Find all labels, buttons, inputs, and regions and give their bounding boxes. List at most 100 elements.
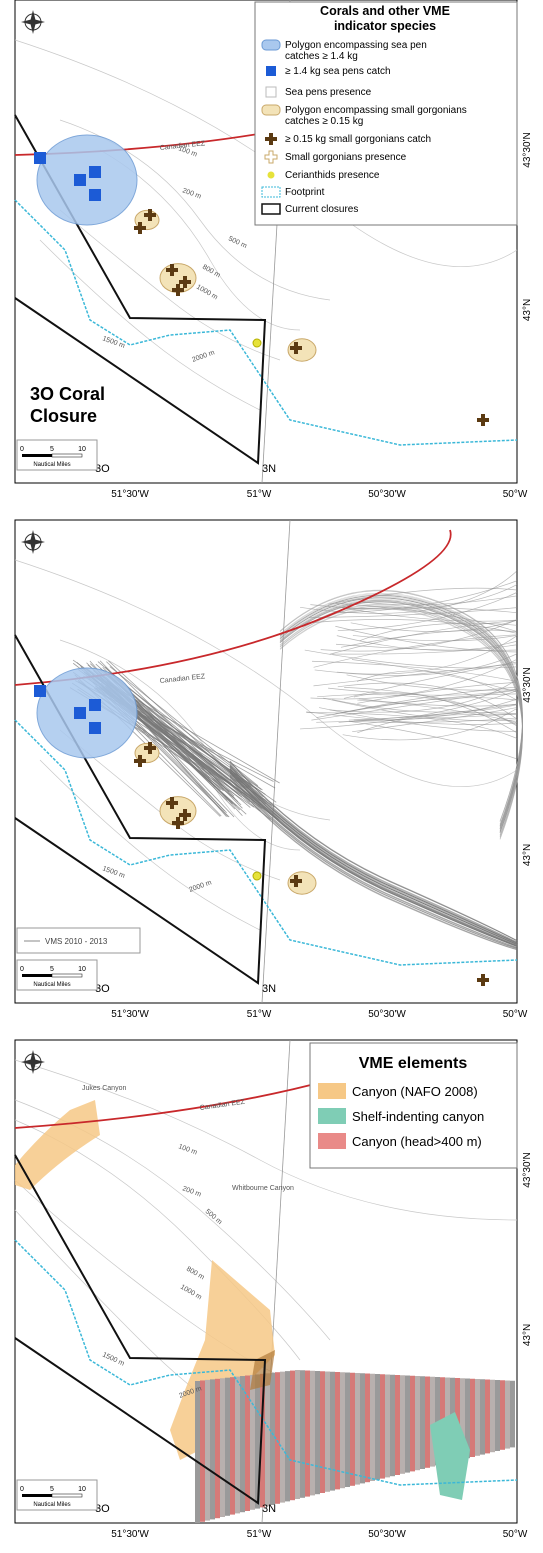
- legend-symbol: [261, 186, 281, 198]
- canyon-texture: [350, 1372, 355, 1486]
- canyon-texture: [485, 1379, 490, 1454]
- vms-track: [337, 682, 518, 720]
- legend-label: Footprint: [285, 187, 325, 198]
- canyon-texture: [390, 1374, 395, 1477]
- canyon-texture: [345, 1372, 350, 1487]
- canyon-texture: [210, 1379, 215, 1520]
- legend-swatch: [318, 1133, 346, 1149]
- canyon-texture: [405, 1375, 410, 1473]
- lon-label: 50°W: [503, 489, 528, 500]
- legend-label: Polygon encompassing small gorgonians: [285, 105, 467, 116]
- lon-label: 50°W: [503, 1009, 528, 1020]
- scale-unit: Nautical Miles: [33, 1502, 70, 1508]
- scale-tick: 5: [50, 1486, 54, 1493]
- scale-bar: [51, 453, 83, 458]
- canyon-texture: [460, 1378, 465, 1460]
- canyon-texture: [235, 1376, 240, 1514]
- canyon-texture: [275, 1372, 280, 1504]
- legend-symbol: [265, 133, 277, 145]
- canyon-texture: [225, 1377, 230, 1516]
- depth-contour: [59, 209, 281, 361]
- scale-tick: 0: [20, 1486, 24, 1493]
- map-label: 3N: [262, 1503, 276, 1515]
- gorgonian-catch: [172, 817, 184, 829]
- vms-track: [357, 699, 518, 723]
- gorgonian-catch: [290, 875, 302, 887]
- canyon-texture: [315, 1371, 320, 1495]
- scale-bar: [51, 973, 83, 978]
- lon-label: 51°W: [247, 1009, 272, 1020]
- sea-pen-catch: [89, 699, 101, 711]
- canyon-texture: [475, 1379, 480, 1456]
- sea-pen-catch: [74, 707, 86, 719]
- vms-track: [343, 661, 518, 699]
- vms-track: [338, 713, 518, 723]
- canyon-texture: [365, 1373, 370, 1483]
- canyon-texture: [285, 1371, 290, 1502]
- gorgonian-catch: [477, 414, 489, 426]
- vms-track: [329, 679, 518, 713]
- lon-label: 50°30'W: [368, 489, 406, 500]
- vms-track: [353, 692, 518, 734]
- canyon-texture: [220, 1378, 225, 1517]
- sea-pen-polygon: [36, 134, 138, 226]
- vms-track: [359, 622, 518, 642]
- vms-track: [109, 672, 261, 812]
- canyon-texture: [255, 1374, 260, 1509]
- vms-track: [348, 703, 518, 721]
- vms-track: [304, 649, 518, 669]
- gorgonian-catch: [134, 222, 146, 234]
- canyon-texture: [305, 1370, 310, 1497]
- canyon-texture: [395, 1375, 400, 1475]
- current-closure: [14, 1154, 267, 1505]
- canyon-texture: [205, 1379, 210, 1521]
- vms-track: [353, 698, 518, 721]
- closure-label: 3O Coral: [30, 384, 105, 404]
- sea-pen-catch: [89, 166, 101, 178]
- vms-track: [229, 765, 518, 944]
- vms-track: [279, 590, 523, 822]
- sea-pen-catch: [74, 174, 86, 186]
- legend-symbol: [264, 150, 278, 164]
- canyon-texture: [465, 1378, 470, 1459]
- lat-label: 43°N: [522, 299, 533, 321]
- canyon-texture: [500, 1380, 505, 1450]
- canyon-texture: [410, 1375, 415, 1472]
- map-label: Jukes Canyon: [82, 1085, 126, 1092]
- vms-track: [357, 682, 518, 704]
- vms-track: [348, 717, 518, 723]
- canyon-texture: [245, 1375, 250, 1511]
- canyon-texture: [495, 1380, 500, 1451]
- footprint: [14, 1239, 518, 1486]
- vms-track: [229, 767, 518, 945]
- lon-label: 51°W: [247, 1529, 272, 1540]
- scale-tick: 10: [78, 1486, 86, 1493]
- canyon-texture: [400, 1375, 405, 1474]
- canyon-texture: [320, 1371, 325, 1493]
- scale-tick: 0: [20, 966, 24, 973]
- legend-swatch: [318, 1108, 346, 1124]
- lat-label: 43°N: [522, 844, 533, 866]
- depth-contour: [14, 559, 518, 787]
- vms-track: [229, 764, 518, 943]
- canyon-texture: [470, 1378, 475, 1457]
- lat-label: 43°N: [522, 1324, 533, 1346]
- vms-track: [329, 620, 518, 655]
- sea-pen-polygon: [36, 667, 138, 759]
- cerianthid: [252, 338, 262, 348]
- vms-track: [311, 689, 518, 721]
- legend-label: Shelf-indenting canyon: [352, 1109, 484, 1124]
- vms-track: [332, 699, 518, 713]
- vms-track: [310, 658, 518, 700]
- map-label: 3N: [262, 463, 276, 475]
- canyon-texture: [360, 1373, 365, 1484]
- shelf-canyon: [430, 1412, 470, 1500]
- legend-label: Sea pens presence: [285, 87, 372, 98]
- scale-bar: [51, 1493, 83, 1498]
- legend-label: Small gorgonians presence: [285, 152, 407, 163]
- scale-unit: Nautical Miles: [33, 982, 70, 988]
- vms-legend-box: [16, 927, 141, 954]
- canyon-texture: [425, 1376, 430, 1468]
